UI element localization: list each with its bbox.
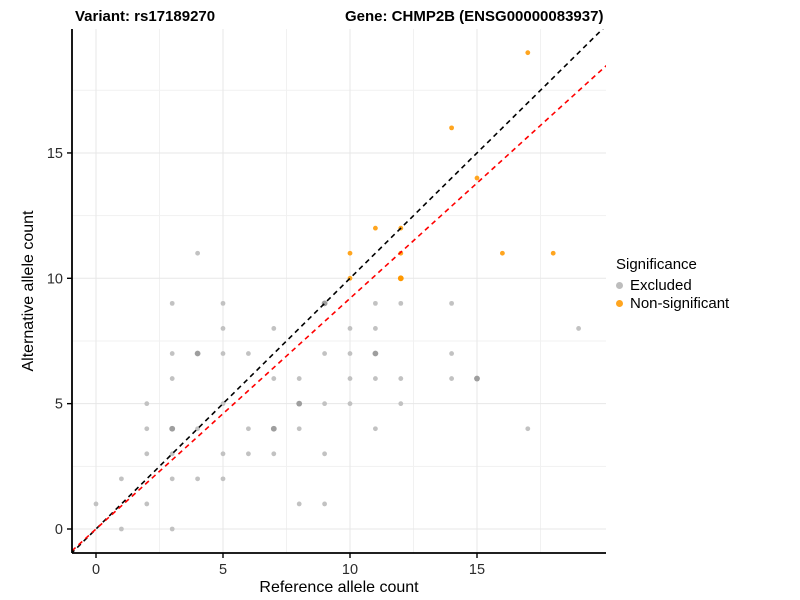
point-excluded bbox=[169, 300, 175, 306]
point-excluded bbox=[246, 351, 251, 356]
point-excluded bbox=[144, 401, 150, 407]
y-tick-label: 10 bbox=[47, 271, 63, 287]
point-non-significant bbox=[474, 175, 480, 181]
x-tick-label: 15 bbox=[469, 562, 485, 578]
point-excluded bbox=[296, 400, 303, 407]
x-tick-label: 5 bbox=[219, 562, 227, 578]
point-excluded bbox=[195, 476, 201, 482]
y-tick-label: 15 bbox=[47, 146, 63, 162]
x-axis-title: Reference allele count bbox=[259, 579, 419, 596]
legend-item-non-significant: Non-significant bbox=[616, 295, 729, 312]
legend: Significance Excluded Non-significant bbox=[616, 256, 729, 313]
point-non-significant bbox=[373, 225, 378, 231]
point-excluded bbox=[144, 426, 150, 432]
series-non-significant bbox=[347, 50, 556, 282]
point-excluded bbox=[449, 300, 454, 306]
point-excluded bbox=[347, 326, 353, 331]
regression-line bbox=[72, 64, 606, 552]
point-excluded bbox=[322, 501, 327, 507]
point-excluded bbox=[398, 376, 404, 381]
point-excluded bbox=[271, 326, 277, 331]
point-excluded bbox=[373, 376, 378, 381]
point-excluded bbox=[169, 425, 176, 432]
point-excluded bbox=[169, 526, 175, 532]
point-excluded bbox=[169, 476, 175, 482]
x-tick-label: 0 bbox=[92, 562, 100, 578]
point-excluded bbox=[322, 351, 327, 356]
legend-item-label: Excluded bbox=[630, 277, 692, 294]
point-excluded bbox=[347, 401, 353, 407]
y-tick-label: 5 bbox=[55, 397, 63, 413]
point-excluded bbox=[576, 326, 581, 331]
point-excluded bbox=[322, 401, 327, 407]
point-excluded bbox=[194, 350, 201, 357]
point-excluded bbox=[270, 425, 277, 432]
point-excluded bbox=[169, 376, 175, 381]
point-excluded bbox=[195, 250, 201, 256]
legend-key-dot bbox=[616, 300, 623, 307]
y-axis-title: Alternative allele count bbox=[20, 210, 37, 372]
point-excluded bbox=[271, 376, 277, 381]
point-excluded bbox=[220, 351, 226, 356]
point-excluded bbox=[296, 426, 302, 432]
point-excluded bbox=[373, 300, 378, 306]
plot-title-gene: Gene: CHMP2B (ENSG00000083937) bbox=[345, 8, 604, 25]
point-excluded bbox=[474, 375, 480, 382]
series-excluded bbox=[93, 250, 581, 532]
plot-title-variant: Variant: rs17189270 bbox=[75, 8, 216, 25]
identity-line bbox=[72, 29, 604, 553]
point-excluded bbox=[93, 501, 99, 507]
point-non-significant bbox=[550, 250, 556, 256]
point-excluded bbox=[372, 350, 379, 357]
point-excluded bbox=[525, 426, 531, 432]
point-excluded bbox=[220, 300, 226, 306]
point-excluded bbox=[220, 401, 226, 407]
point-excluded bbox=[246, 426, 251, 432]
y-tick-label: 0 bbox=[55, 522, 63, 538]
legend-items: Excluded Non-significant bbox=[616, 277, 729, 312]
point-excluded bbox=[296, 376, 302, 381]
legend-key-dot bbox=[616, 282, 623, 289]
point-excluded bbox=[220, 476, 226, 482]
point-non-significant bbox=[347, 250, 353, 256]
point-non-significant bbox=[500, 250, 505, 256]
point-excluded bbox=[449, 351, 454, 356]
point-excluded bbox=[322, 451, 327, 457]
point-excluded bbox=[347, 376, 353, 381]
legend-item-excluded: Excluded bbox=[616, 277, 729, 294]
point-excluded bbox=[398, 401, 404, 407]
legend-item-label: Non-significant bbox=[630, 295, 730, 312]
point-excluded bbox=[169, 351, 175, 356]
point-excluded bbox=[296, 501, 302, 507]
point-non-significant bbox=[397, 275, 404, 282]
point-excluded bbox=[246, 451, 251, 457]
point-excluded bbox=[144, 451, 150, 457]
point-excluded bbox=[271, 451, 277, 457]
point-non-significant bbox=[449, 125, 454, 131]
point-non-significant bbox=[525, 50, 531, 56]
x-tick-label: 10 bbox=[342, 562, 358, 578]
point-excluded bbox=[195, 426, 201, 432]
point-excluded bbox=[119, 526, 124, 532]
point-excluded bbox=[220, 326, 226, 331]
point-excluded bbox=[373, 426, 378, 432]
point-excluded bbox=[220, 451, 226, 457]
point-excluded bbox=[373, 326, 378, 331]
point-excluded bbox=[449, 376, 454, 381]
point-excluded bbox=[398, 300, 404, 306]
point-excluded bbox=[119, 476, 124, 482]
point-excluded bbox=[347, 351, 353, 356]
point-excluded bbox=[144, 501, 150, 507]
legend-title: Significance bbox=[616, 256, 697, 273]
